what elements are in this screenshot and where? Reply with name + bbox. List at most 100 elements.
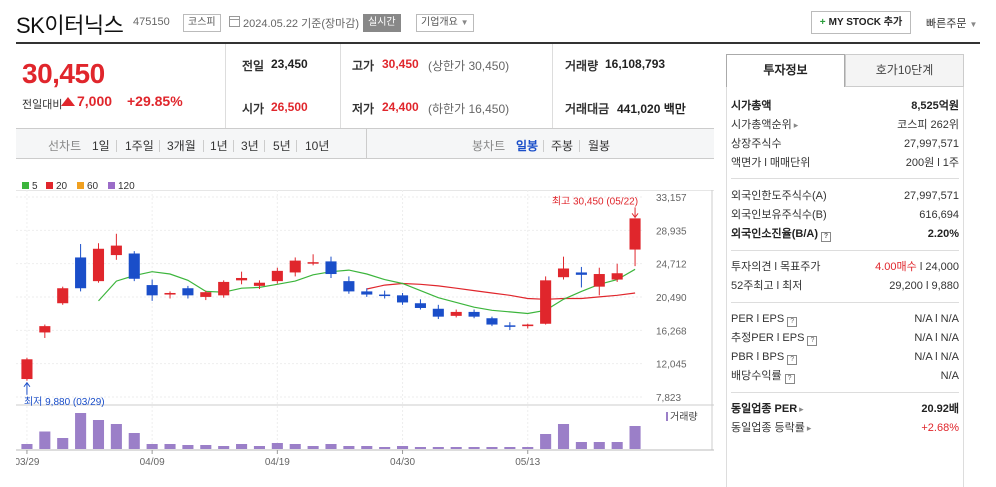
- dividend-label: 배당수익률: [731, 370, 782, 382]
- tab-orderbook[interactable]: 호가10단계: [845, 54, 964, 87]
- y-tick-label: 24,712: [656, 260, 687, 271]
- period-3m[interactable]: 3개월: [167, 139, 196, 153]
- period-5y[interactable]: 5년: [273, 139, 291, 153]
- chevron-right-icon: ▸: [806, 423, 812, 433]
- change-percent: +29.85%: [127, 93, 183, 109]
- pbr-value: N/A l N/A: [914, 351, 959, 363]
- candle-body: [92, 248, 105, 282]
- legend-ma120: 120: [108, 181, 135, 192]
- realtime-button[interactable]: 실시간: [363, 14, 401, 32]
- candle-body: [110, 245, 122, 256]
- corp-overview-dropdown[interactable]: 기업개요 ▼: [416, 14, 474, 32]
- est-per-value: N/A l N/A: [914, 332, 959, 344]
- y-tick-label: 12,045: [656, 360, 687, 371]
- tab-investment-info[interactable]: 투자정보: [726, 54, 845, 87]
- volume-bar: [629, 426, 641, 449]
- market-cap-value: 8,525억원: [911, 100, 959, 112]
- opinion-label: 투자의견 l 목표주가: [731, 261, 821, 273]
- candle-body: [504, 325, 516, 327]
- legend-ma5: 5: [22, 181, 38, 192]
- candle-daily[interactable]: 일봉: [516, 139, 539, 153]
- candle-monthly[interactable]: 월봉: [588, 139, 611, 153]
- foreign-ratio-row: 외국인소진율(B/A)? 2.20%: [731, 225, 959, 244]
- volume-bar: [557, 424, 570, 449]
- foreign-hold-row: 외국인보유주식수(B) 616,694: [731, 206, 959, 225]
- x-tick-label: 04/19: [265, 457, 290, 468]
- volume-bar: [164, 444, 176, 449]
- opinion-row: 투자의견 l 목표주가 4.00매수 l 24,000: [731, 258, 959, 277]
- period-1y[interactable]: 1년: [210, 139, 228, 153]
- y-tick-label: 7,823: [656, 393, 681, 404]
- divider: [16, 128, 714, 129]
- corp-overview-label: 기업개요: [421, 17, 458, 28]
- candle-body: [75, 257, 87, 289]
- high-label: 고가: [352, 59, 375, 73]
- candle-body: [522, 324, 534, 327]
- quick-order-dropdown[interactable]: 빠른주문 ▼: [926, 15, 977, 31]
- sector-rate-row[interactable]: 동일업종 등락률 ▸ +2.68%: [731, 419, 959, 438]
- sector-rate-value: +2.68%: [921, 422, 959, 434]
- prev-close-value: 23,450: [271, 57, 308, 71]
- divider: [233, 140, 234, 152]
- divider: [340, 44, 341, 128]
- divider: [203, 140, 204, 152]
- candle-body: [21, 359, 33, 380]
- legend-ma60: 60: [77, 181, 98, 192]
- volume-bar: [396, 446, 409, 449]
- week52-row: 52주최고 l 최저 29,200 l 9,880: [731, 277, 959, 296]
- volume-bar: [379, 447, 391, 449]
- candle-chart-label: 봉차트: [472, 139, 506, 153]
- sector-per-row[interactable]: 동일업종 PER ▸ 20.92배: [731, 400, 959, 419]
- period-1d[interactable]: 1일: [92, 139, 110, 153]
- candle-body: [593, 274, 605, 287]
- volume-bar: [21, 444, 33, 449]
- divider: [731, 178, 959, 179]
- period-10y[interactable]: 10년: [305, 139, 330, 153]
- help-icon[interactable]: ?: [784, 374, 795, 384]
- help-icon[interactable]: ?: [807, 336, 818, 346]
- candle-body: [361, 291, 373, 295]
- shares-row: 상장주식수 27,997,571: [731, 135, 959, 154]
- divider: [543, 140, 544, 152]
- divider: [579, 140, 580, 152]
- x-tick-label: 03/29: [16, 457, 40, 468]
- add-mystock-button[interactable]: + MY STOCK 추가: [811, 11, 911, 34]
- up-arrow-icon: [61, 97, 75, 106]
- low-annotation: 최저 9,880 (03/29): [24, 396, 105, 408]
- x-tick-label: 04/30: [390, 457, 415, 468]
- volume-bar: [414, 447, 426, 449]
- volume-bar: [110, 424, 122, 449]
- candle-body: [307, 262, 319, 264]
- candle-body: [468, 311, 480, 317]
- high-annotation: 최고 30,450 (05/22): [552, 195, 638, 207]
- current-price: 30,450: [22, 58, 105, 89]
- volume-bar: [218, 446, 230, 449]
- candle-weekly[interactable]: 주봉: [551, 139, 574, 153]
- help-icon[interactable]: ?: [821, 232, 831, 242]
- ma20-line: [366, 282, 636, 300]
- cap-rank-row[interactable]: 시가총액순위 ▸ 코스피 262위: [731, 116, 959, 135]
- upper-limit: (상한가 30,450): [428, 59, 510, 73]
- quick-order-label: 빠른주문: [926, 18, 967, 30]
- candle-body: [486, 318, 498, 325]
- candle-body: [128, 253, 140, 279]
- add-mystock-label: MY STOCK 추가: [828, 17, 903, 28]
- legend-swatch: [77, 182, 84, 189]
- candle-body: [414, 303, 426, 308]
- par-value: 200원 l 1주: [905, 157, 959, 169]
- volume-label: 거래량: [670, 411, 698, 423]
- volume-bar: [271, 443, 283, 449]
- volume-bar: [146, 444, 158, 449]
- price-chart[interactable]: 33,157 28,935 24,712 20,490 16,268 12,045 7,82…: [16, 190, 714, 470]
- date-label: 2024.05.22 기준(장마감): [243, 18, 360, 30]
- volume-bar: [75, 413, 87, 449]
- period-1w[interactable]: 1주일: [125, 139, 154, 153]
- candle-body: [325, 261, 337, 275]
- legend-label: 120: [118, 181, 135, 192]
- candle-body: [218, 281, 230, 296]
- dividend-row: 배당수익률? N/A: [731, 367, 959, 386]
- help-icon[interactable]: ?: [787, 317, 798, 327]
- legend-swatch: [108, 182, 115, 189]
- period-3y[interactable]: 3년: [241, 139, 259, 153]
- help-icon[interactable]: ?: [787, 355, 798, 365]
